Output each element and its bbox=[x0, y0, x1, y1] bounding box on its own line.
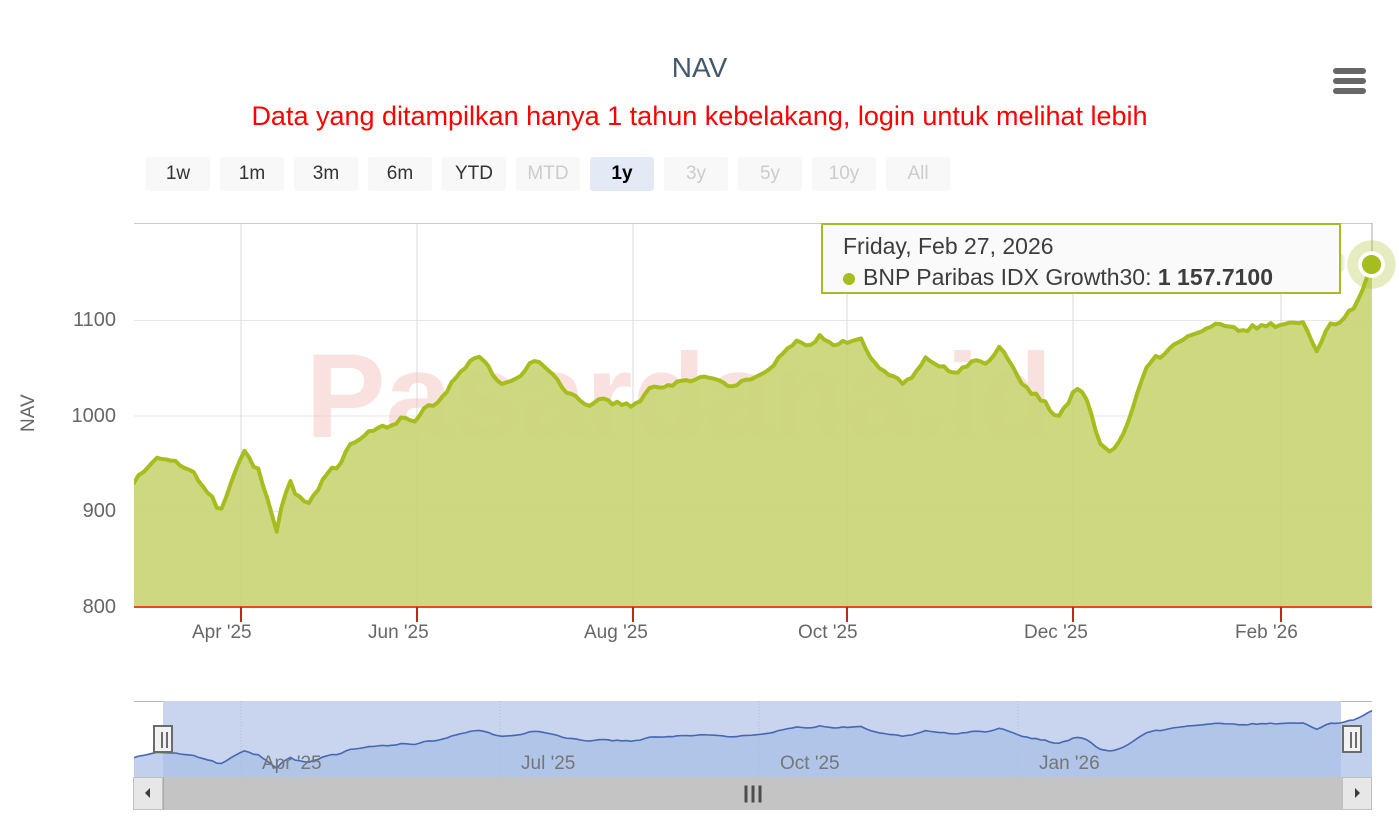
svg-text:Jan '26: Jan '26 bbox=[1039, 753, 1100, 774]
svg-text:Oct '25: Oct '25 bbox=[780, 753, 840, 774]
svg-text:Jul '25: Jul '25 bbox=[521, 753, 575, 774]
svg-text:Apr '25: Apr '25 bbox=[262, 753, 322, 774]
